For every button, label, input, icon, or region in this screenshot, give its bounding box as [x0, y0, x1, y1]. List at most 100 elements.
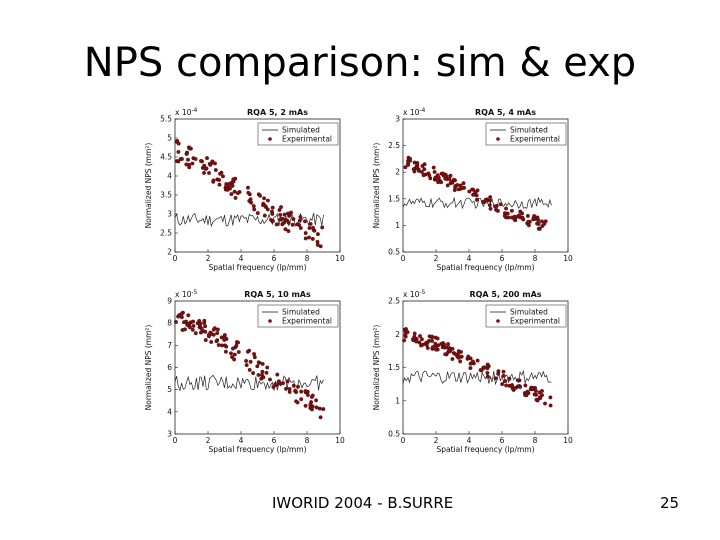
experimental-point — [522, 391, 527, 395]
experimental-point — [422, 162, 427, 167]
experimental-point — [203, 329, 208, 334]
experimental-point — [441, 171, 445, 176]
experimental-point — [264, 370, 269, 375]
legend-experimental-swatch — [268, 319, 272, 323]
experimental-point — [487, 203, 492, 208]
legend-experimental-label: Experimental — [510, 317, 560, 326]
experimental-point — [187, 146, 192, 151]
experimental-point — [436, 175, 441, 180]
experimental-point — [523, 383, 528, 388]
experimental-point — [193, 331, 198, 336]
experimental-point — [286, 220, 291, 225]
y-tick-label: 2 — [395, 168, 400, 177]
experimental-point — [290, 222, 295, 227]
experimental-point — [414, 339, 419, 344]
experimental-point — [485, 370, 490, 375]
experimental-point — [526, 219, 531, 224]
experimental-point — [427, 173, 432, 178]
experimental-point — [294, 390, 299, 395]
experimental-point — [408, 156, 413, 161]
plot-frame — [174, 118, 341, 253]
experimental-point — [270, 219, 275, 224]
experimental-point — [281, 381, 285, 386]
experimental-point — [285, 379, 290, 384]
y-axis-label: Normalized NPS (mm²) — [372, 143, 381, 229]
experimental-point — [459, 349, 463, 354]
x-tick-label: 0 — [401, 254, 406, 263]
experimental-point — [208, 330, 213, 335]
experimental-point — [210, 159, 215, 164]
experimental-point — [537, 226, 542, 231]
x-tick-label: 10 — [563, 254, 573, 263]
experimental-point — [251, 371, 256, 376]
x-tick-label: 10 — [335, 254, 345, 263]
experimental-point — [478, 368, 483, 373]
experimental-point — [214, 339, 219, 344]
legend-experimental-swatch — [496, 319, 500, 323]
experimental-point — [191, 323, 196, 328]
legend-box — [257, 304, 339, 328]
experimental-point — [432, 170, 437, 174]
experimental-point — [488, 206, 493, 211]
y-tick-label: 1 — [395, 221, 400, 230]
legend-box — [257, 122, 339, 146]
experimental-point — [209, 340, 214, 344]
experimental-point — [536, 218, 541, 223]
experimental-point — [403, 165, 408, 170]
x-tick-label: 8 — [533, 254, 538, 263]
experimental-point — [218, 171, 223, 176]
experimental-point — [303, 219, 307, 224]
experimental-point — [303, 389, 308, 394]
experimental-point — [190, 161, 195, 166]
y-tick-label: 2 — [167, 248, 172, 257]
series-simulated-line — [402, 369, 552, 386]
experimental-point — [283, 227, 288, 232]
experimental-point — [434, 344, 439, 349]
series-experimental — [402, 327, 553, 408]
experimental-point — [203, 324, 208, 329]
experimental-point — [430, 334, 435, 339]
y-tick-label: 0.5 — [388, 248, 400, 257]
experimental-point — [501, 373, 506, 378]
y-tick-label: 1.5 — [388, 363, 400, 372]
y-exponent: x 10-4 — [175, 107, 198, 117]
experimental-point — [525, 213, 530, 218]
experimental-point — [493, 204, 497, 209]
experimental-point — [493, 376, 498, 381]
experimental-point — [307, 235, 312, 240]
experimental-point — [433, 175, 438, 180]
experimental-point — [418, 334, 422, 338]
x-tick-label: 0 — [173, 254, 178, 263]
experimental-point — [211, 178, 216, 183]
experimental-point — [412, 335, 417, 340]
experimental-point — [532, 214, 537, 218]
experimental-point — [412, 169, 417, 174]
experimental-point — [261, 201, 266, 206]
experimental-point — [216, 343, 221, 347]
experimental-point — [230, 183, 235, 188]
experimental-point — [504, 206, 509, 211]
experimental-point — [433, 335, 438, 340]
experimental-point — [176, 159, 181, 164]
experimental-point — [416, 167, 421, 172]
page-number: 25 — [660, 494, 680, 512]
y-tick-label: 4.5 — [160, 153, 172, 162]
experimental-point — [180, 328, 185, 332]
experimental-point — [509, 208, 514, 213]
x-tick-label: 8 — [305, 436, 310, 445]
experimental-point — [212, 326, 217, 331]
experimental-point — [468, 366, 473, 371]
experimental-point — [173, 319, 178, 324]
experimental-point — [224, 344, 229, 349]
experimental-point — [217, 178, 222, 182]
experimental-point — [177, 313, 182, 318]
experimental-point — [265, 207, 270, 212]
experimental-point — [503, 379, 508, 384]
experimental-point — [419, 343, 424, 348]
y-axis-label: Normalized NPS (mm²) — [144, 325, 153, 411]
y-tick-label: 7 — [167, 341, 172, 350]
experimental-point — [470, 187, 475, 192]
experimental-point — [230, 346, 235, 351]
y-tick-label: 2.5 — [388, 141, 400, 150]
x-tick-label: 6 — [500, 436, 505, 445]
